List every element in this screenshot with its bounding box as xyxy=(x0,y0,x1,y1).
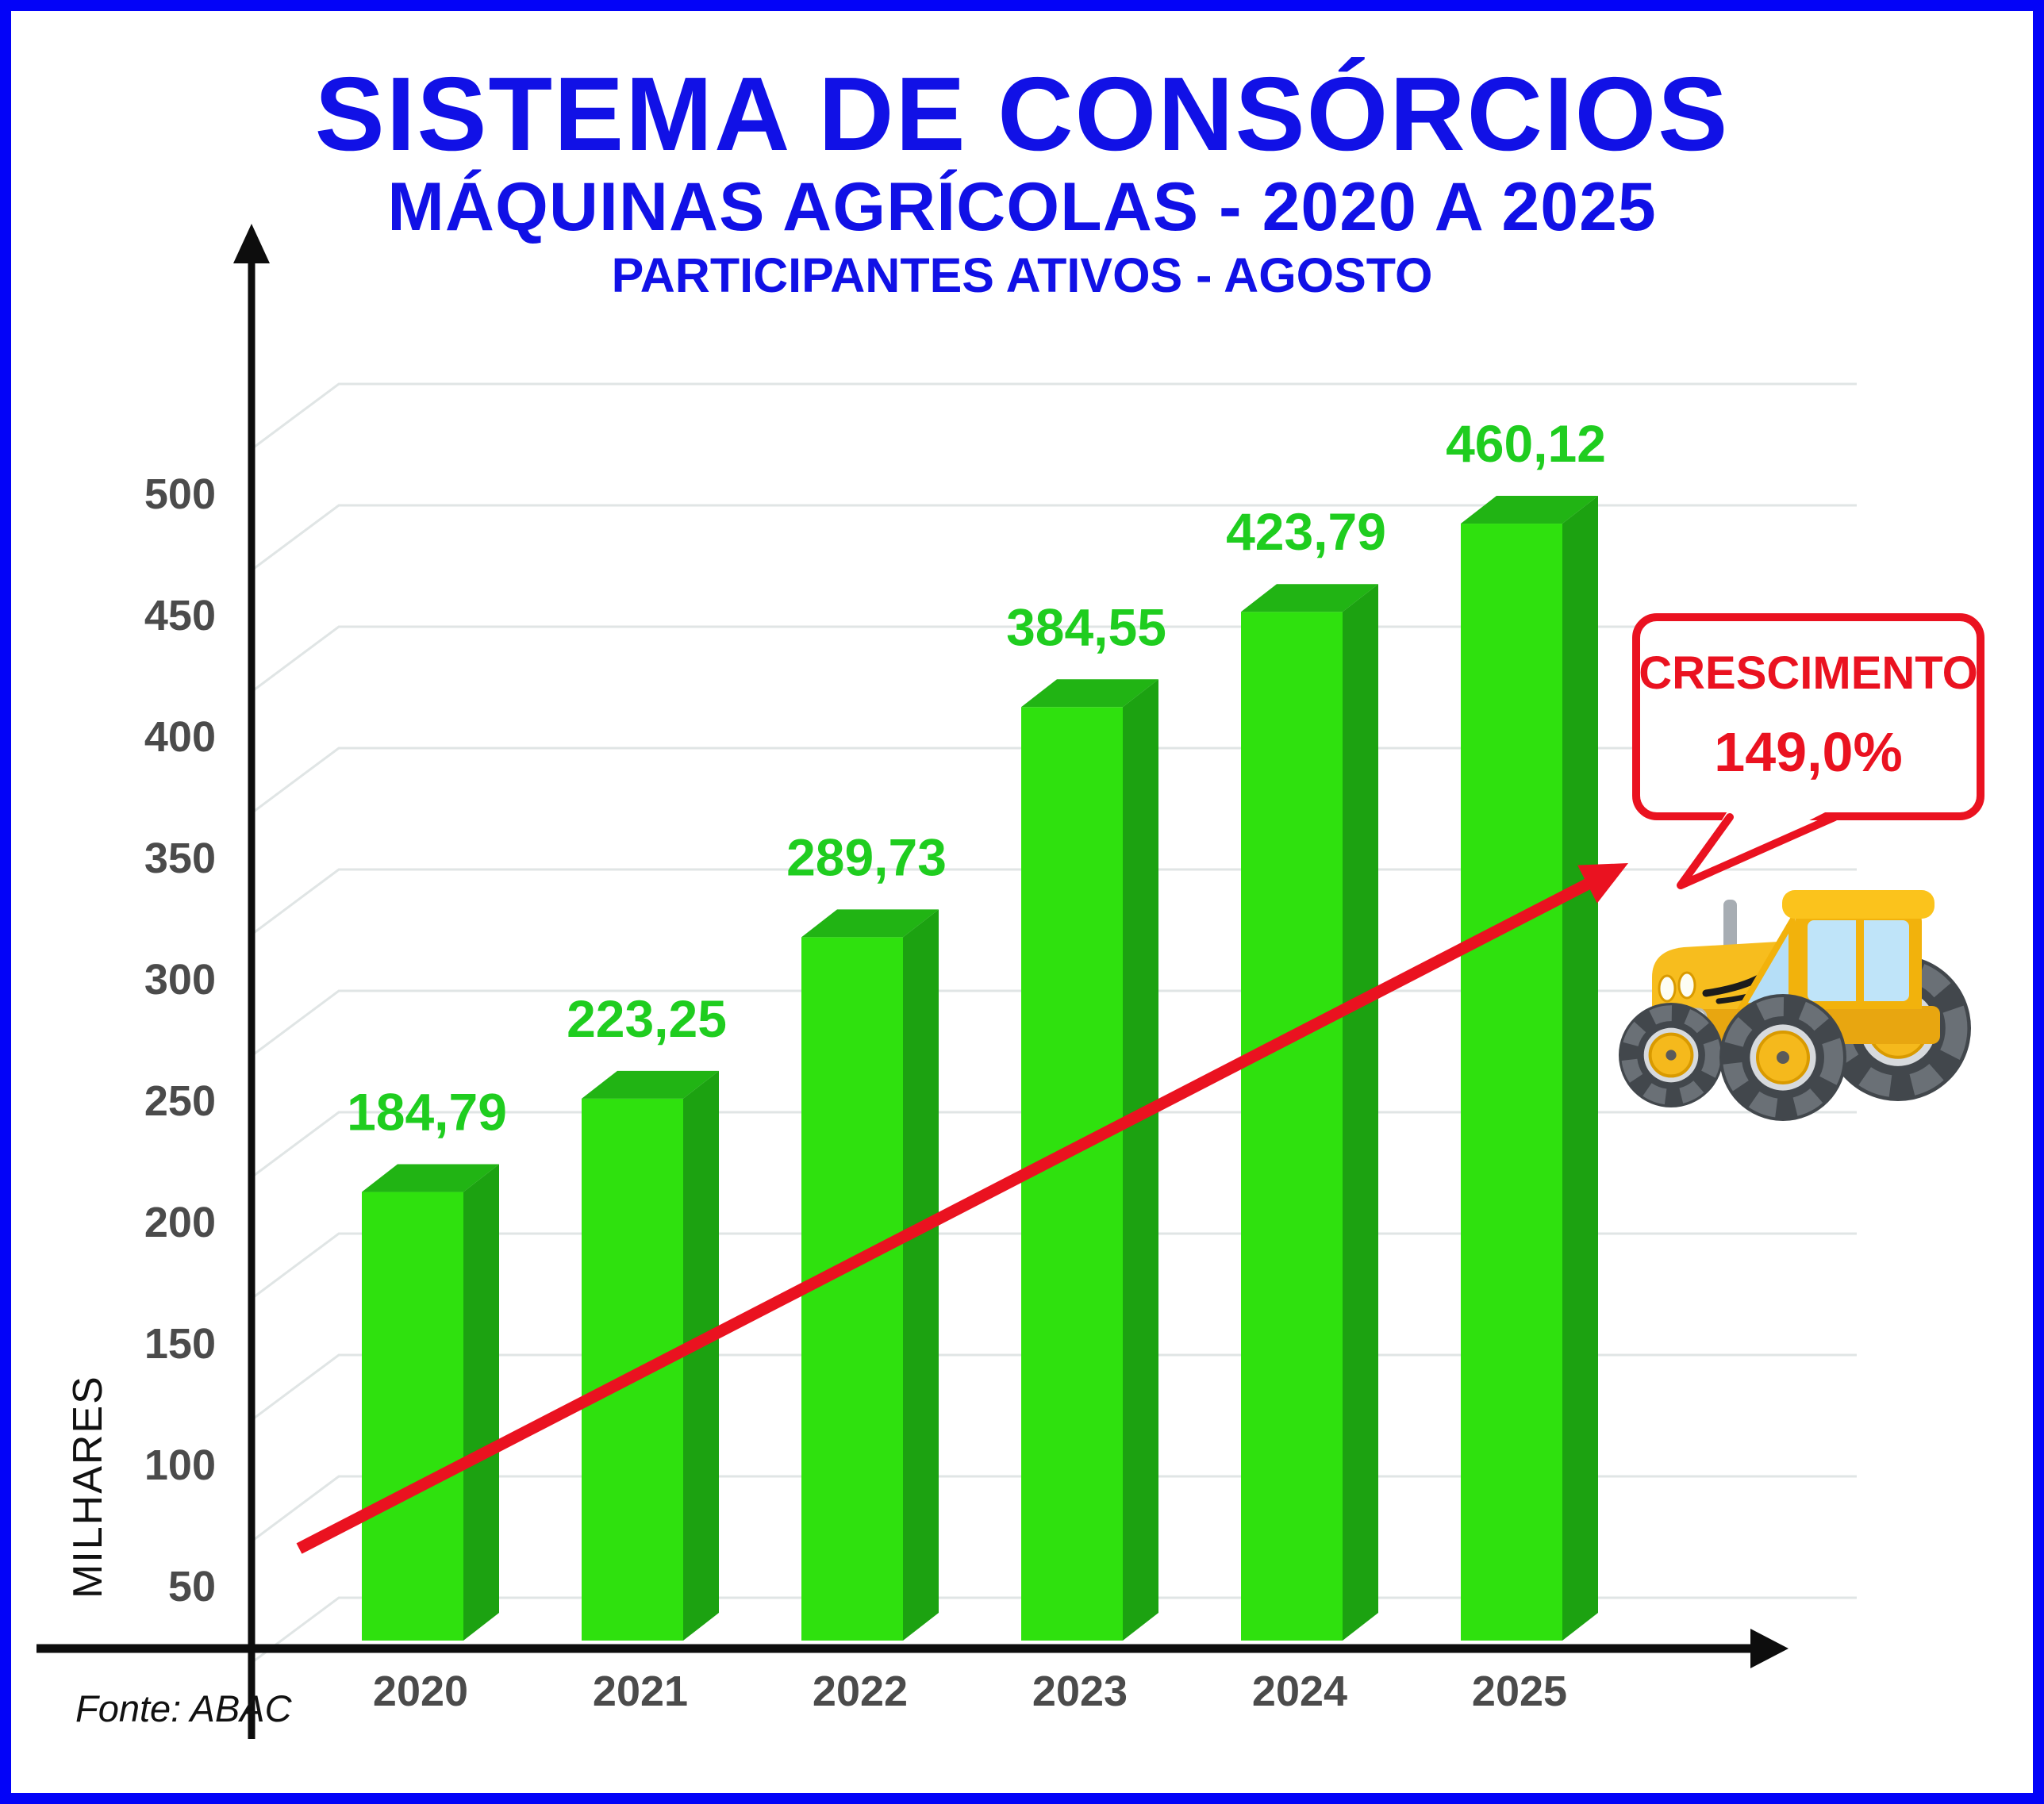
cab-roof xyxy=(1782,890,1934,919)
growth-callout: CRESCIMENTO 149,0% xyxy=(1632,613,1984,889)
axes xyxy=(36,224,1788,1739)
bar-front-face xyxy=(582,1098,683,1641)
bar-top-face xyxy=(801,909,939,938)
x-tick-labels: 2020 2021 2022 2023 2024 2025 xyxy=(373,1668,1567,1715)
headlight-2 xyxy=(1677,971,1696,1000)
bar-front-face xyxy=(801,937,903,1641)
tractor-wheel xyxy=(1619,1003,1723,1107)
y-axis-arrowhead xyxy=(233,224,270,263)
source-note: Fonte: ABAC xyxy=(75,1687,292,1729)
x-tick-label: 2024 xyxy=(1252,1668,1347,1715)
bar-top-face xyxy=(582,1070,719,1099)
tractor-icon xyxy=(1619,890,1971,1121)
bar-side-face xyxy=(903,909,939,1641)
y-tick-label: 150 xyxy=(144,1320,216,1368)
callout-label: CRESCIMENTO xyxy=(1639,647,1978,699)
bar-value-label: 423,79 xyxy=(1226,502,1386,561)
y-tick-label: 250 xyxy=(144,1077,216,1125)
bar-top-face xyxy=(1021,679,1158,708)
x-axis-arrowhead xyxy=(1750,1629,1788,1668)
callout-tail-outline xyxy=(1677,813,1838,889)
y-tick-labels: 50 100 150 200 250 300 350 400 450 500 xyxy=(144,470,216,1610)
callout-percentage: 149,0% xyxy=(1714,721,1902,783)
bar-side-face xyxy=(683,1070,719,1641)
y-tick-label: 350 xyxy=(144,835,216,882)
trend-arrowhead xyxy=(1577,863,1628,904)
bar-value-label: 184,79 xyxy=(347,1083,507,1142)
bar-2021 xyxy=(582,1070,719,1641)
bar-front-face xyxy=(1461,524,1562,1641)
y-tick-label: 300 xyxy=(144,956,216,1004)
page-caption: PARTICIPANTES ATIVOS - AGOSTO xyxy=(611,248,1433,302)
headlight xyxy=(1658,974,1677,1003)
tractor-wheel xyxy=(1719,994,1846,1121)
bar-value-label: 460,12 xyxy=(1446,414,1606,473)
y-tick-label: 100 xyxy=(144,1441,216,1489)
bar-side-face xyxy=(1562,496,1598,1641)
bar-front-face xyxy=(1241,612,1343,1641)
y-tick-label: 500 xyxy=(144,470,216,518)
bar-value-label: 223,25 xyxy=(567,989,727,1048)
bar-top-face xyxy=(1461,496,1598,524)
x-tick-label: 2022 xyxy=(813,1668,908,1715)
bars xyxy=(362,496,1598,1641)
bar-top-face xyxy=(362,1164,499,1192)
trend-arrow xyxy=(296,863,1628,1554)
y-axis-title: MILHARES xyxy=(65,1375,111,1599)
bar-value-label: 384,55 xyxy=(1006,597,1166,656)
bar-2020 xyxy=(362,1164,499,1641)
x-tick-label: 2025 xyxy=(1472,1668,1567,1715)
bar-2022 xyxy=(801,909,939,1641)
y-tick-label: 50 xyxy=(168,1563,216,1610)
gridline xyxy=(251,504,1857,572)
bar-top-face xyxy=(1241,584,1378,612)
bar-value-label: 289,73 xyxy=(786,827,947,886)
x-tick-label: 2021 xyxy=(593,1668,688,1715)
trend-line xyxy=(296,869,1610,1554)
y-tick-label: 200 xyxy=(144,1199,216,1246)
bar-side-face xyxy=(1123,679,1158,1641)
bar-2025 xyxy=(1461,496,1598,1641)
bar-value-labels: 184,79 223,25 289,73 384,55 423,79 460,12 xyxy=(347,414,1606,1142)
exhaust-pipe xyxy=(1723,900,1737,952)
bar-side-face xyxy=(463,1164,499,1641)
bar-front-face xyxy=(362,1192,463,1641)
y-tick-label: 450 xyxy=(144,592,216,639)
y-tick-label: 400 xyxy=(144,713,216,761)
page-title: SISTEMA DE CONSÓRCIOS xyxy=(314,56,1730,172)
page-subtitle: MÁQUINAS AGRÍCOLAS - 2020 A 2025 xyxy=(387,169,1657,245)
x-tick-label: 2023 xyxy=(1032,1668,1128,1715)
x-tick-label: 2020 xyxy=(373,1668,468,1715)
bar-2024 xyxy=(1241,584,1378,1641)
gridline xyxy=(251,382,1857,451)
bar-side-face xyxy=(1343,584,1378,1641)
